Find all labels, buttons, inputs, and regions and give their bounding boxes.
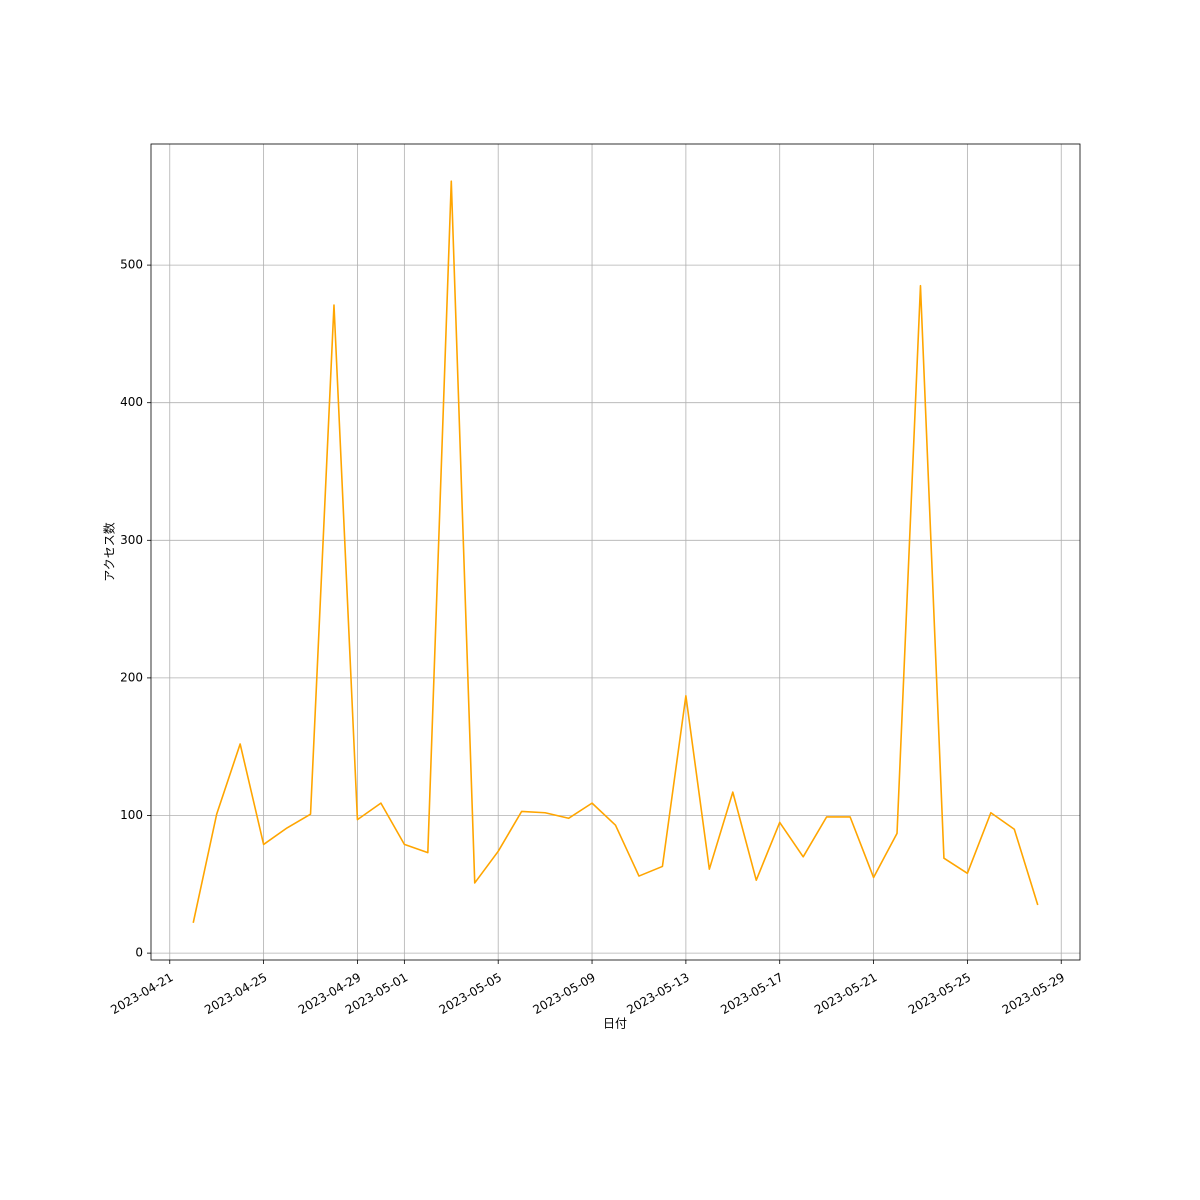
y-tick-label: 400 [120,395,143,409]
y-axis-label: アクセス数 [102,522,117,581]
y-tick-label: 200 [120,670,143,684]
x-axis-label: 日付 [603,1017,627,1031]
y-tick-label: 300 [120,533,143,547]
y-tick-label: 500 [120,258,143,272]
y-tick-label: 0 [135,946,143,960]
y-tick-label: 100 [120,808,143,822]
data-line [192,180,1039,924]
plot-frame [150,143,1081,961]
